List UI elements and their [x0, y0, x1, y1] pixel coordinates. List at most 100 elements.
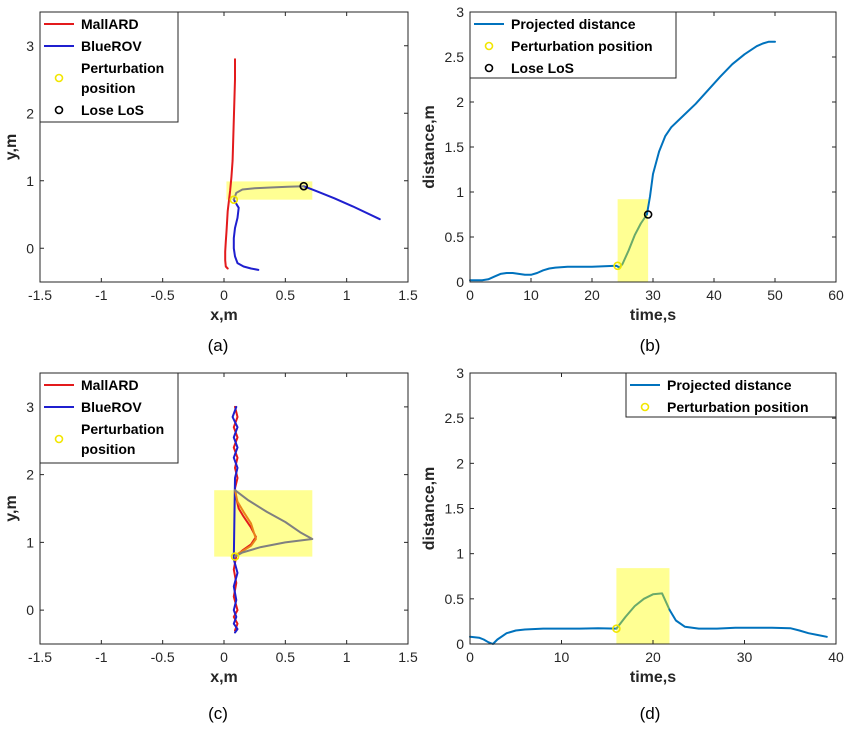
y-tick-label: 1.5 [445, 501, 465, 517]
y-tick-label: 2.5 [445, 49, 465, 65]
y-tick-label: 0 [456, 636, 464, 652]
legend-box [625, 372, 837, 418]
x-tick-label: 30 [645, 287, 661, 303]
legend: Projected distance Perturbation position L… [469, 11, 677, 79]
legend-box [39, 11, 179, 123]
legend: MallARD BlueROV Perturbation position Lose L… [39, 11, 179, 123]
x-tick-label: 1.5 [398, 287, 418, 303]
marker-perturbation [613, 261, 622, 271]
series-line-bluerov [232, 198, 260, 271]
panel-caption: (c) [208, 704, 228, 723]
x-tick-label: 1.5 [398, 649, 418, 665]
x-tick-label: 0.5 [276, 649, 296, 665]
legend-label-line: Lose LoS [81, 102, 144, 118]
legend-label: Perturbation position [667, 399, 809, 415]
series-line-perturbation-segment [234, 489, 314, 558]
legend-label-line: BlueROV [81, 38, 142, 54]
x-tick-label: 0 [220, 649, 228, 665]
y-tick-label: 0 [456, 274, 464, 290]
y-tick-label: 1.5 [445, 139, 465, 155]
y-tick-label: 3 [456, 365, 464, 381]
x-tick-label: -0.5 [151, 649, 175, 665]
panel-caption: (a) [208, 336, 229, 355]
legend-label-line: Lose LoS [511, 60, 574, 76]
legend-marker-swatch [484, 63, 494, 73]
x-tick-label: 1 [343, 287, 351, 303]
chart-panel-b: 0 10 20 30 40 50 60 0 0.5 1 1.5 2 2.5 3 time,s distance… [421, 4, 844, 355]
x-tick-label: 20 [645, 649, 661, 665]
legend-label-line: BlueROV [81, 399, 142, 415]
series-line-perturbation-segment [615, 592, 671, 630]
series-line-perturbation-segment [234, 489, 257, 558]
series-line-projected-distance [469, 627, 618, 645]
y-tick-label: 0.5 [445, 591, 465, 607]
x-axis-label: x,m [210, 307, 238, 324]
x-tick-label: 0 [466, 287, 474, 303]
legend-label: BlueROV [81, 38, 142, 54]
marker-perturbation [229, 195, 239, 204]
panel-caption: (b) [640, 336, 661, 355]
x-tick-label: 10 [554, 649, 570, 665]
legend-label: BlueROV [81, 399, 142, 415]
x-tick-label: 20 [584, 287, 600, 303]
chart-panel-d: 0 10 20 30 40 0 0.5 1 1.5 2 2.5 3 time,s distance,m Pr… [421, 365, 844, 723]
legend-label-line: MallARD [81, 16, 139, 32]
legend: MallARD BlueROV Perturbation position [39, 372, 179, 464]
series-line-perturbation-segment [618, 213, 648, 269]
x-tick-label: 0.5 [276, 287, 296, 303]
y-axis-label: distance,m [421, 105, 438, 189]
series-line-projected-distance [668, 608, 828, 638]
series-line-mallard [232, 405, 257, 632]
series-line-bluerov [302, 185, 381, 221]
y-tick-label: 0.5 [445, 229, 465, 245]
x-axis-label: x,m [210, 669, 238, 686]
legend: Projected distance Perturbation position [625, 372, 837, 418]
perturbation-highlight-region [616, 568, 670, 644]
series-line-mallard [224, 58, 236, 270]
y-tick-label: 3 [456, 4, 464, 20]
y-tick-label: 0 [26, 602, 34, 618]
legend-label-line: position [81, 441, 135, 457]
legend-label: Lose LoS [81, 102, 144, 118]
legend-label-line: Perturbation position [667, 399, 809, 415]
legend-label-line: position [81, 80, 135, 96]
y-tick-label: 2.5 [445, 410, 465, 426]
legend-label: Perturbation position [81, 421, 164, 457]
series-line-projected-distance [645, 40, 776, 216]
x-tick-label: 10 [523, 287, 539, 303]
y-tick-label: 1 [456, 184, 464, 200]
x-tick-label: 40 [706, 287, 722, 303]
marker-perturbation [230, 552, 240, 561]
x-tick-label: -0.5 [151, 287, 175, 303]
legend-marker-swatch [54, 105, 64, 115]
x-tick-label: 0 [466, 649, 474, 665]
marker-perturbation [612, 624, 621, 633]
x-tick-label: -1.5 [28, 649, 52, 665]
legend-marker-swatch [484, 41, 494, 51]
x-tick-label: -1 [95, 649, 108, 665]
x-tick-label: 0 [220, 287, 228, 303]
legend-label-line: Perturbation position [511, 38, 653, 54]
legend-label-line: MallARD [81, 377, 139, 393]
y-tick-label: 3 [26, 38, 34, 54]
legend-label: Perturbation position [511, 38, 653, 54]
y-tick-label: 3 [26, 399, 34, 415]
x-tick-label: 1 [343, 649, 351, 665]
legend-label-line: Perturbation [81, 421, 164, 437]
legend-box [469, 11, 677, 79]
marker-lose-los [643, 210, 653, 219]
x-tick-label: 30 [737, 649, 753, 665]
y-tick-label: 0 [26, 240, 34, 256]
legend-label: MallARD [81, 16, 139, 32]
legend-label-line: Projected distance [667, 377, 792, 393]
series-line-projected-distance [469, 264, 621, 282]
y-tick-label: 1 [26, 173, 34, 189]
legend-marker-swatch [54, 434, 64, 444]
y-tick-label: 2 [456, 455, 464, 471]
legend-label: Perturbation position [81, 60, 164, 96]
x-tick-label: 60 [828, 287, 844, 303]
y-tick-label: 2 [456, 94, 464, 110]
chart-panel-c: -1.5 -1 -0.5 0 0.5 1 1.5 0 1 2 3 x,m y,m MallARD BlueR… [3, 372, 418, 723]
legend-label: Projected distance [667, 377, 792, 393]
